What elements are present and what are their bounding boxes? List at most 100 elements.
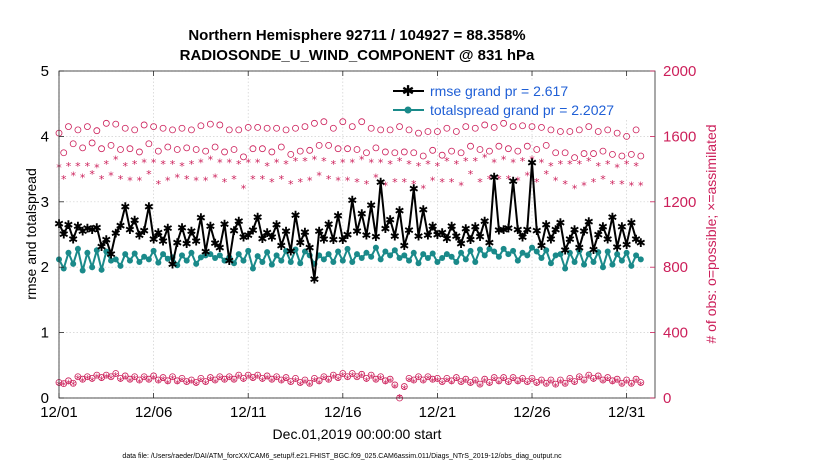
x-tick-label: 12/21 [419,404,457,421]
obs-assimilated-point-lower: * [321,373,327,386]
obs-assimilated-point: * [378,157,384,170]
obs-possible-point [112,120,120,128]
obs-possible-point-lower [604,374,612,381]
rmse-point: ✱ [404,223,414,237]
obs-possible-point-lower [178,374,186,382]
obs-assimilated-point-lower: * [297,379,303,392]
obs-assimilated-point-lower: * [439,378,445,391]
obs-possible-point-lower [528,374,536,382]
obs-possible-point [121,124,129,132]
obs-possible-point-lower [490,374,498,381]
obs-possible-point [471,124,479,132]
obs-assimilated-point: * [331,158,337,171]
obs-possible-point [79,144,87,152]
obs-possible-point [377,126,385,134]
obs-possible-point [452,128,460,135]
obs-assimilated-point-lower: * [288,378,294,391]
obs-possible-point [372,144,380,152]
obs-possible-point [490,124,498,131]
spread-point [98,266,105,273]
obs-possible-point [457,149,465,157]
obs-assimilated-point: * [264,160,270,173]
spread-point [207,251,214,258]
obs-possible-point [381,148,389,156]
obs-possible-point [344,145,351,153]
spread-point [178,252,185,259]
obs-possible-point [528,123,536,130]
rmse-point: ✱ [612,240,622,254]
obs-assimilated-point: * [127,175,133,188]
spread-point [259,258,266,265]
rmse-point: ✱ [92,221,102,235]
obs-assimilated-point-lower: * [463,376,469,389]
y-tick-label-left: 3 [41,194,49,211]
obs-assimilated-point-lower: * [586,372,592,385]
obs-possible-point [348,123,356,130]
obs-possible-point [575,126,583,134]
spread-point [377,256,384,263]
spread-point [552,252,559,259]
rmse-point: ✱ [470,220,480,234]
obs-assimilated-point: * [525,170,531,183]
spread-point [283,247,290,254]
x-tick-label: 12/31 [608,404,646,421]
rmse-point: ✱ [489,170,499,184]
obs-possible-point-lower [358,370,366,378]
obs-assimilated-point: * [638,179,644,192]
spread-point [420,251,427,258]
rmse-point: ✱ [319,233,329,247]
obs-assimilated-point: * [633,160,639,173]
obs-assimilated-point: * [534,176,540,189]
rmse-point: ✱ [413,229,423,243]
obs-possible-point [107,141,115,149]
obs-possible-point-lower [542,379,550,387]
obs-assimilated-point: * [600,173,606,186]
obs-assimilated-point-lower: * [208,374,214,387]
obs-assimilated-point: * [350,157,356,170]
y-tick-label-right: 1600 [663,128,696,145]
obs-assimilated-point: * [326,173,332,186]
spread-point [599,264,606,271]
obs-possible-point [169,126,176,134]
obs-assimilated-point-lower: * [383,377,389,390]
rmse-point: ✱ [149,233,159,247]
rmse-point: ✱ [201,245,211,259]
obs-assimilated-point: * [118,173,124,186]
spread-point [590,258,597,265]
obs-possible-point [434,128,441,135]
obs-assimilated-point-lower: * [633,376,639,389]
obs-assimilated-point-lower: * [473,376,479,389]
obs-assimilated-point-lower: * [416,373,422,386]
obs-possible-point-lower [618,379,626,387]
spread-point [131,250,138,257]
obs-possible-point-lower [476,380,484,388]
obs-possible-point [637,152,645,160]
obs-assimilated-point-lower: * [179,375,185,388]
legend-rmse-marker: ✱ [402,82,415,100]
rmse-point: ✱ [338,233,348,247]
obs-possible-point [325,141,333,149]
obs-assimilated-point: * [435,160,441,173]
spread-point [391,247,398,254]
rmse-point: ✱ [281,225,291,239]
spread-point [382,248,389,255]
obs-possible-point-lower [500,374,508,381]
obs-assimilated-point-lower: * [515,377,521,390]
obs-possible-point [315,141,323,149]
obs-possible-point-lower [334,374,342,381]
obs-assimilated-point: * [619,178,625,191]
rmse-point: ✱ [480,214,490,228]
x-tick-label: 12/26 [513,404,551,421]
rmse-point: ✱ [432,228,442,242]
spread-point [335,248,342,255]
obs-assimilated-point: * [458,179,464,192]
obs-assimilated-point-lower: * [605,374,611,387]
obs-possible-point [140,121,148,129]
rmse-point: ✱ [290,208,300,222]
spread-point [183,257,190,264]
obs-possible-point-lower [169,373,176,381]
obs-assimilated-point-lower: * [331,372,337,385]
obs-assimilated-point-lower: * [85,373,91,386]
rmse-point: ✱ [172,236,182,250]
obs-assimilated-point: * [203,175,209,188]
